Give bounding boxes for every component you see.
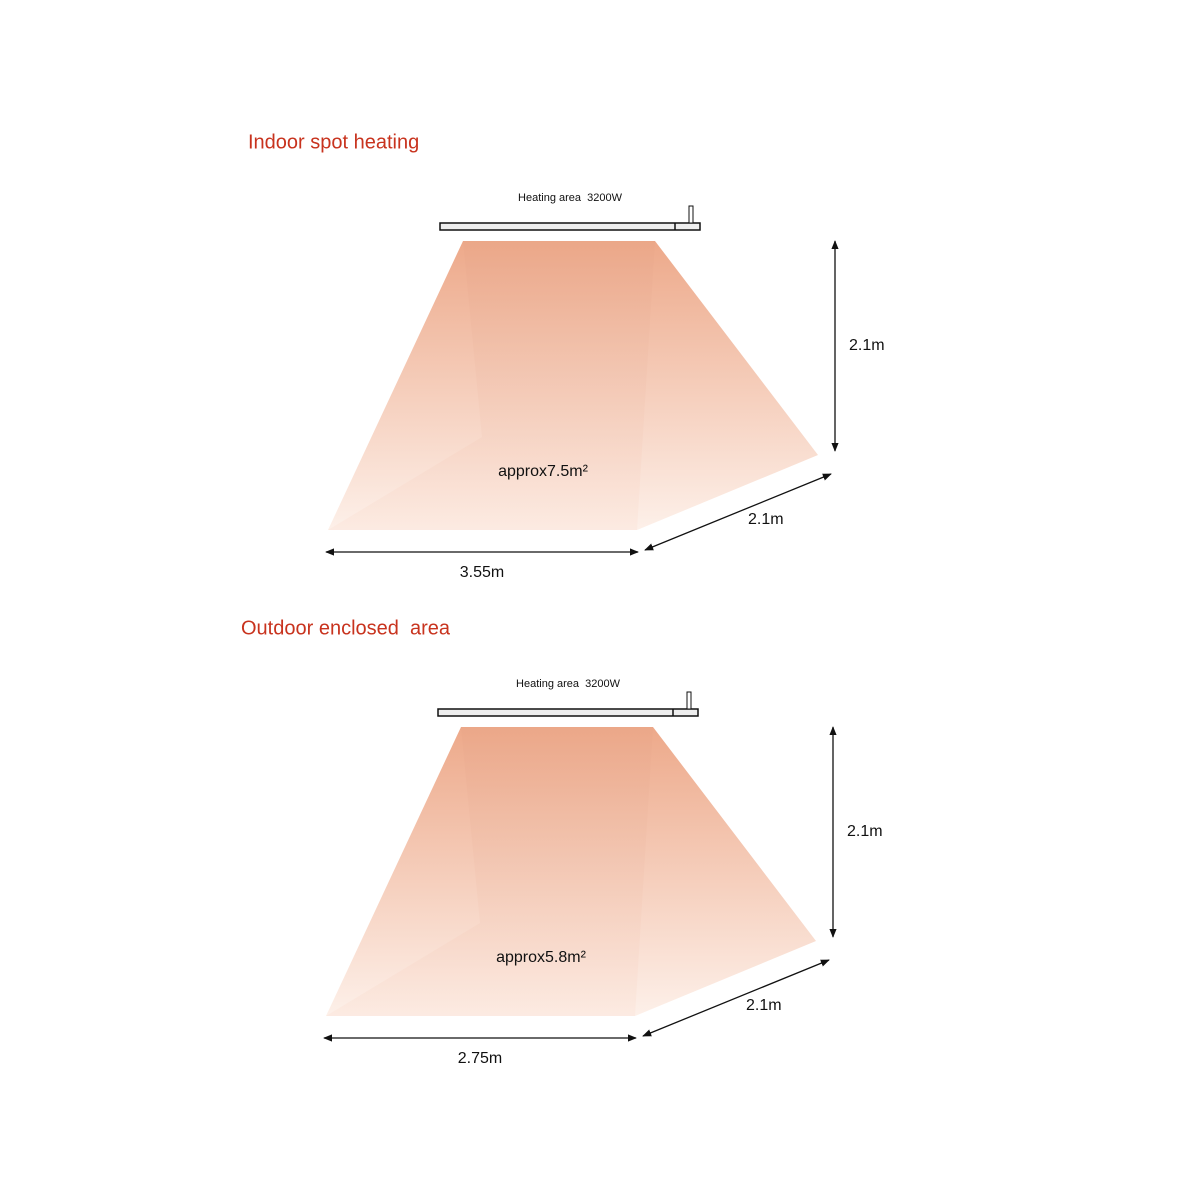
height-label: 2.1m xyxy=(849,337,885,354)
area-label: approx7.5m² xyxy=(498,463,588,480)
heat-area-front xyxy=(328,241,655,530)
width-label: 2.75m xyxy=(458,1050,502,1067)
depth-label: 2.1m xyxy=(746,997,782,1014)
heat-area-front xyxy=(326,727,653,1016)
heating-diagram: Heating area 3200W approx7.5m² 2.1m 2.1m 3.5… xyxy=(325,192,885,581)
heater-bracket xyxy=(688,205,694,224)
area-label: approx5.8m² xyxy=(496,949,586,966)
heater-bar xyxy=(437,708,699,717)
heater-bar xyxy=(439,222,701,231)
heater-bracket xyxy=(686,691,692,710)
section-title: Outdoor enclosed area xyxy=(241,617,451,639)
depth-arrow xyxy=(642,959,830,1037)
heater-label: Heating area 3200W xyxy=(518,192,623,204)
depth-arrow xyxy=(644,473,832,551)
heater-label: Heating area 3200W xyxy=(516,678,621,690)
height-label: 2.1m xyxy=(847,823,883,840)
depth-label: 2.1m xyxy=(748,511,784,528)
width-label: 3.55m xyxy=(460,564,504,581)
section-title: Indoor spot heating xyxy=(248,131,419,153)
heating-diagram: Heating area 3200W approx5.8m² 2.1m 2.1m 2.7… xyxy=(323,678,883,1067)
